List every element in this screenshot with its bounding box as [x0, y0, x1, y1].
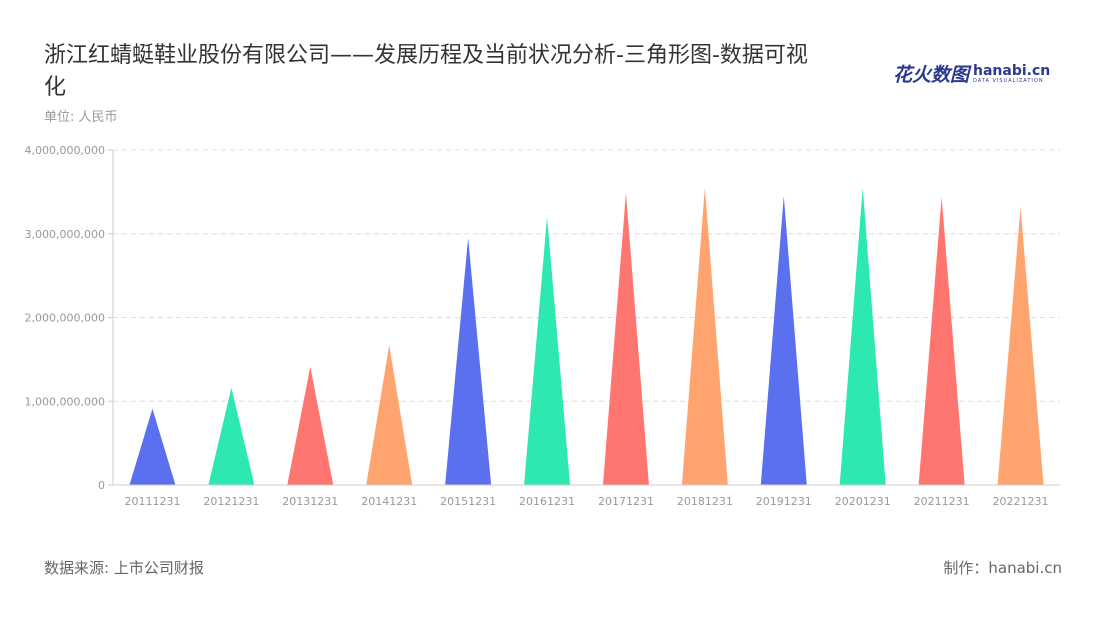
triangle-bar	[445, 237, 492, 485]
y-tick-label: 3,000,000,000	[25, 228, 105, 241]
triangle-bar	[129, 408, 176, 485]
triangle-bar	[366, 345, 413, 485]
x-tick-label: 20221231	[993, 495, 1049, 508]
chart-title: 浙江红蜻蜓鞋业股份有限公司——发展历程及当前状况分析-三角形图-数据可视化	[44, 43, 808, 100]
y-tick-label: 1,000,000,000	[25, 395, 105, 408]
x-tick-label: 20121231	[203, 495, 259, 508]
x-tick-label: 20111231	[124, 495, 180, 508]
triangle-bar	[681, 187, 728, 485]
logo: 花火数图 hanabi.cn DATA VISUALIZATION	[893, 60, 1050, 87]
x-tick-label: 20201231	[835, 495, 891, 508]
x-tick-label: 20171231	[598, 495, 654, 508]
logo-sub: DATA VISUALIZATION	[973, 77, 1044, 84]
x-tick-label: 20161231	[519, 495, 575, 508]
y-tick-label: 0	[98, 479, 105, 492]
triangle-bar	[997, 206, 1044, 485]
triangle-bar	[287, 366, 334, 485]
triangle-bar	[524, 217, 571, 485]
logo-cn: 花火数图	[893, 64, 970, 86]
x-tick-label: 20151231	[440, 495, 496, 508]
y-tick-label: 4,000,000,000	[25, 144, 105, 157]
triangle-bar	[602, 192, 649, 485]
triangle-bar	[839, 187, 886, 485]
x-tick-label: 20191231	[756, 495, 812, 508]
triangle-bar	[208, 387, 255, 485]
data-source: 数据来源: 上市公司财报	[44, 559, 204, 577]
logo-en: hanabi.cn	[973, 62, 1051, 79]
x-tick-label: 20141231	[361, 495, 417, 508]
x-tick-label: 20131231	[282, 495, 338, 508]
x-tick-label: 20181231	[677, 495, 733, 508]
unit-label: 单位: 人民币	[44, 110, 118, 125]
made-by: 制作：hanabi.cn	[943, 559, 1062, 577]
y-tick-label: 2,000,000,000	[25, 312, 105, 325]
triangle-bar	[760, 196, 807, 485]
triangle-bar	[918, 196, 965, 485]
x-tick-label: 20211231	[914, 495, 970, 508]
